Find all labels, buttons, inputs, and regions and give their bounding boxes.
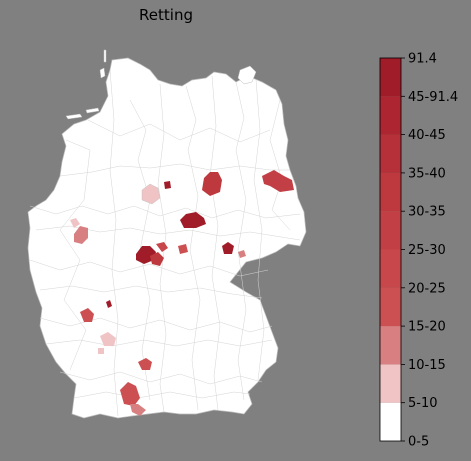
district-region-hersfeld — [156, 242, 168, 252]
colorbar-label-2: 10-15 — [408, 358, 446, 373]
district-region-gotha — [178, 244, 188, 254]
colorbar-label-10: 91.4 — [408, 52, 437, 67]
district-region-karlsruhe — [98, 348, 104, 354]
district-region-wurzburg — [100, 332, 116, 346]
district-region-fulda — [150, 252, 164, 266]
colorbar-swatch-4 — [380, 249, 401, 288]
north-sea-islands — [65, 49, 107, 120]
ruegen-island — [237, 65, 257, 85]
district-region-wolfsburg — [164, 181, 171, 189]
district-region-munster-west — [70, 218, 80, 228]
district-region-lake-constance — [120, 382, 140, 406]
district-region-hamburg-south — [141, 183, 161, 205]
colorbar-label-6: 30-35 — [408, 205, 446, 220]
colorbar-swatch-2 — [380, 326, 401, 365]
colorbar-swatch-0 — [380, 402, 401, 441]
colorbar-label-3: 15-20 — [408, 320, 446, 335]
colorbar-label-8: 40-45 — [408, 128, 446, 143]
colorbar-swatch-6 — [380, 172, 401, 212]
colorbar-swatch-5 — [380, 211, 401, 250]
district-region-chemnitz — [222, 242, 234, 254]
district-region-erzgebirge — [238, 250, 246, 258]
colorbar-label-9: 45-91.4 — [408, 90, 458, 105]
district-region-ulm — [138, 358, 152, 370]
shaded-districts — [70, 170, 294, 416]
colorbar-label-0: 0-5 — [408, 435, 429, 450]
germany-outline — [27, 57, 307, 419]
colorbar-swatch-1 — [380, 364, 401, 403]
colorbar-label-4: 20-25 — [408, 281, 446, 296]
district-region-dortmund — [74, 226, 88, 244]
map-title: Retting — [139, 6, 193, 24]
district-region-lindau — [130, 404, 146, 416]
colorbar-swatch-8 — [380, 96, 401, 135]
district-region-nordhausen — [180, 212, 206, 228]
district-region-saarland — [80, 308, 94, 322]
colorbar-label-1: 5-10 — [408, 396, 438, 411]
colorbar: 0-5 5-10 10-15 15-20 20-25 25-30 30-35 35-40 40-… — [379, 52, 458, 450]
district-region-mainz — [106, 300, 112, 308]
district-borders — [29, 69, 301, 417]
district-region-magdeburg-north — [202, 172, 222, 196]
colorbar-label-7: 35-40 — [408, 166, 446, 181]
colorbar-swatch-9 — [380, 58, 401, 97]
district-region-cottbus — [262, 170, 294, 192]
colorbar-swatch-3 — [380, 287, 401, 327]
colorbar-label-5: 25-30 — [408, 243, 446, 258]
colorbar-swatch-7 — [380, 134, 401, 173]
